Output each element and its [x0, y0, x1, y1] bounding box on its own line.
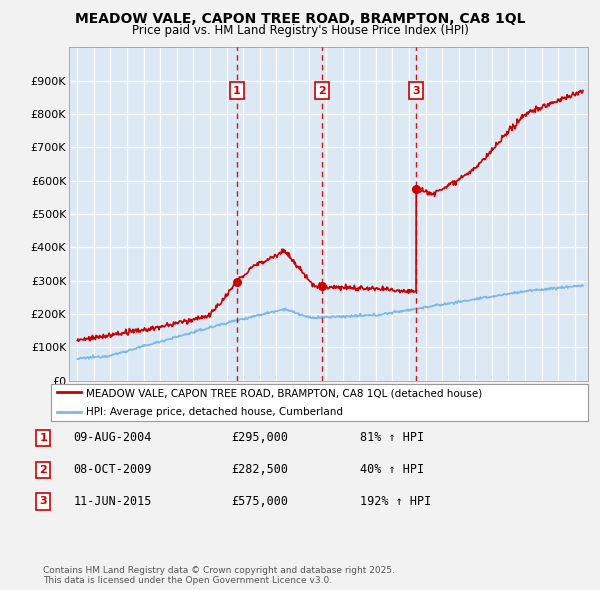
Text: 81% ↑ HPI: 81% ↑ HPI: [360, 431, 424, 444]
Text: 1: 1: [233, 86, 241, 96]
Text: Contains HM Land Registry data © Crown copyright and database right 2025.
This d: Contains HM Land Registry data © Crown c…: [43, 566, 395, 585]
Text: 2: 2: [40, 465, 47, 474]
Text: HPI: Average price, detached house, Cumberland: HPI: Average price, detached house, Cumb…: [86, 408, 343, 418]
Text: £575,000: £575,000: [231, 495, 288, 508]
Text: Price paid vs. HM Land Registry's House Price Index (HPI): Price paid vs. HM Land Registry's House …: [131, 24, 469, 37]
Text: £282,500: £282,500: [231, 463, 288, 476]
Text: £295,000: £295,000: [231, 431, 288, 444]
Text: 1: 1: [40, 433, 47, 442]
Text: 11-JUN-2015: 11-JUN-2015: [73, 495, 152, 508]
Text: 2: 2: [319, 86, 326, 96]
Text: MEADOW VALE, CAPON TREE ROAD, BRAMPTON, CA8 1QL (detached house): MEADOW VALE, CAPON TREE ROAD, BRAMPTON, …: [86, 388, 482, 398]
Text: 09-AUG-2004: 09-AUG-2004: [73, 431, 152, 444]
Text: 40% ↑ HPI: 40% ↑ HPI: [360, 463, 424, 476]
Text: MEADOW VALE, CAPON TREE ROAD, BRAMPTON, CA8 1QL: MEADOW VALE, CAPON TREE ROAD, BRAMPTON, …: [75, 12, 525, 26]
Text: 3: 3: [412, 86, 420, 96]
Text: 3: 3: [40, 497, 47, 506]
Text: 192% ↑ HPI: 192% ↑ HPI: [360, 495, 431, 508]
Text: 08-OCT-2009: 08-OCT-2009: [73, 463, 152, 476]
